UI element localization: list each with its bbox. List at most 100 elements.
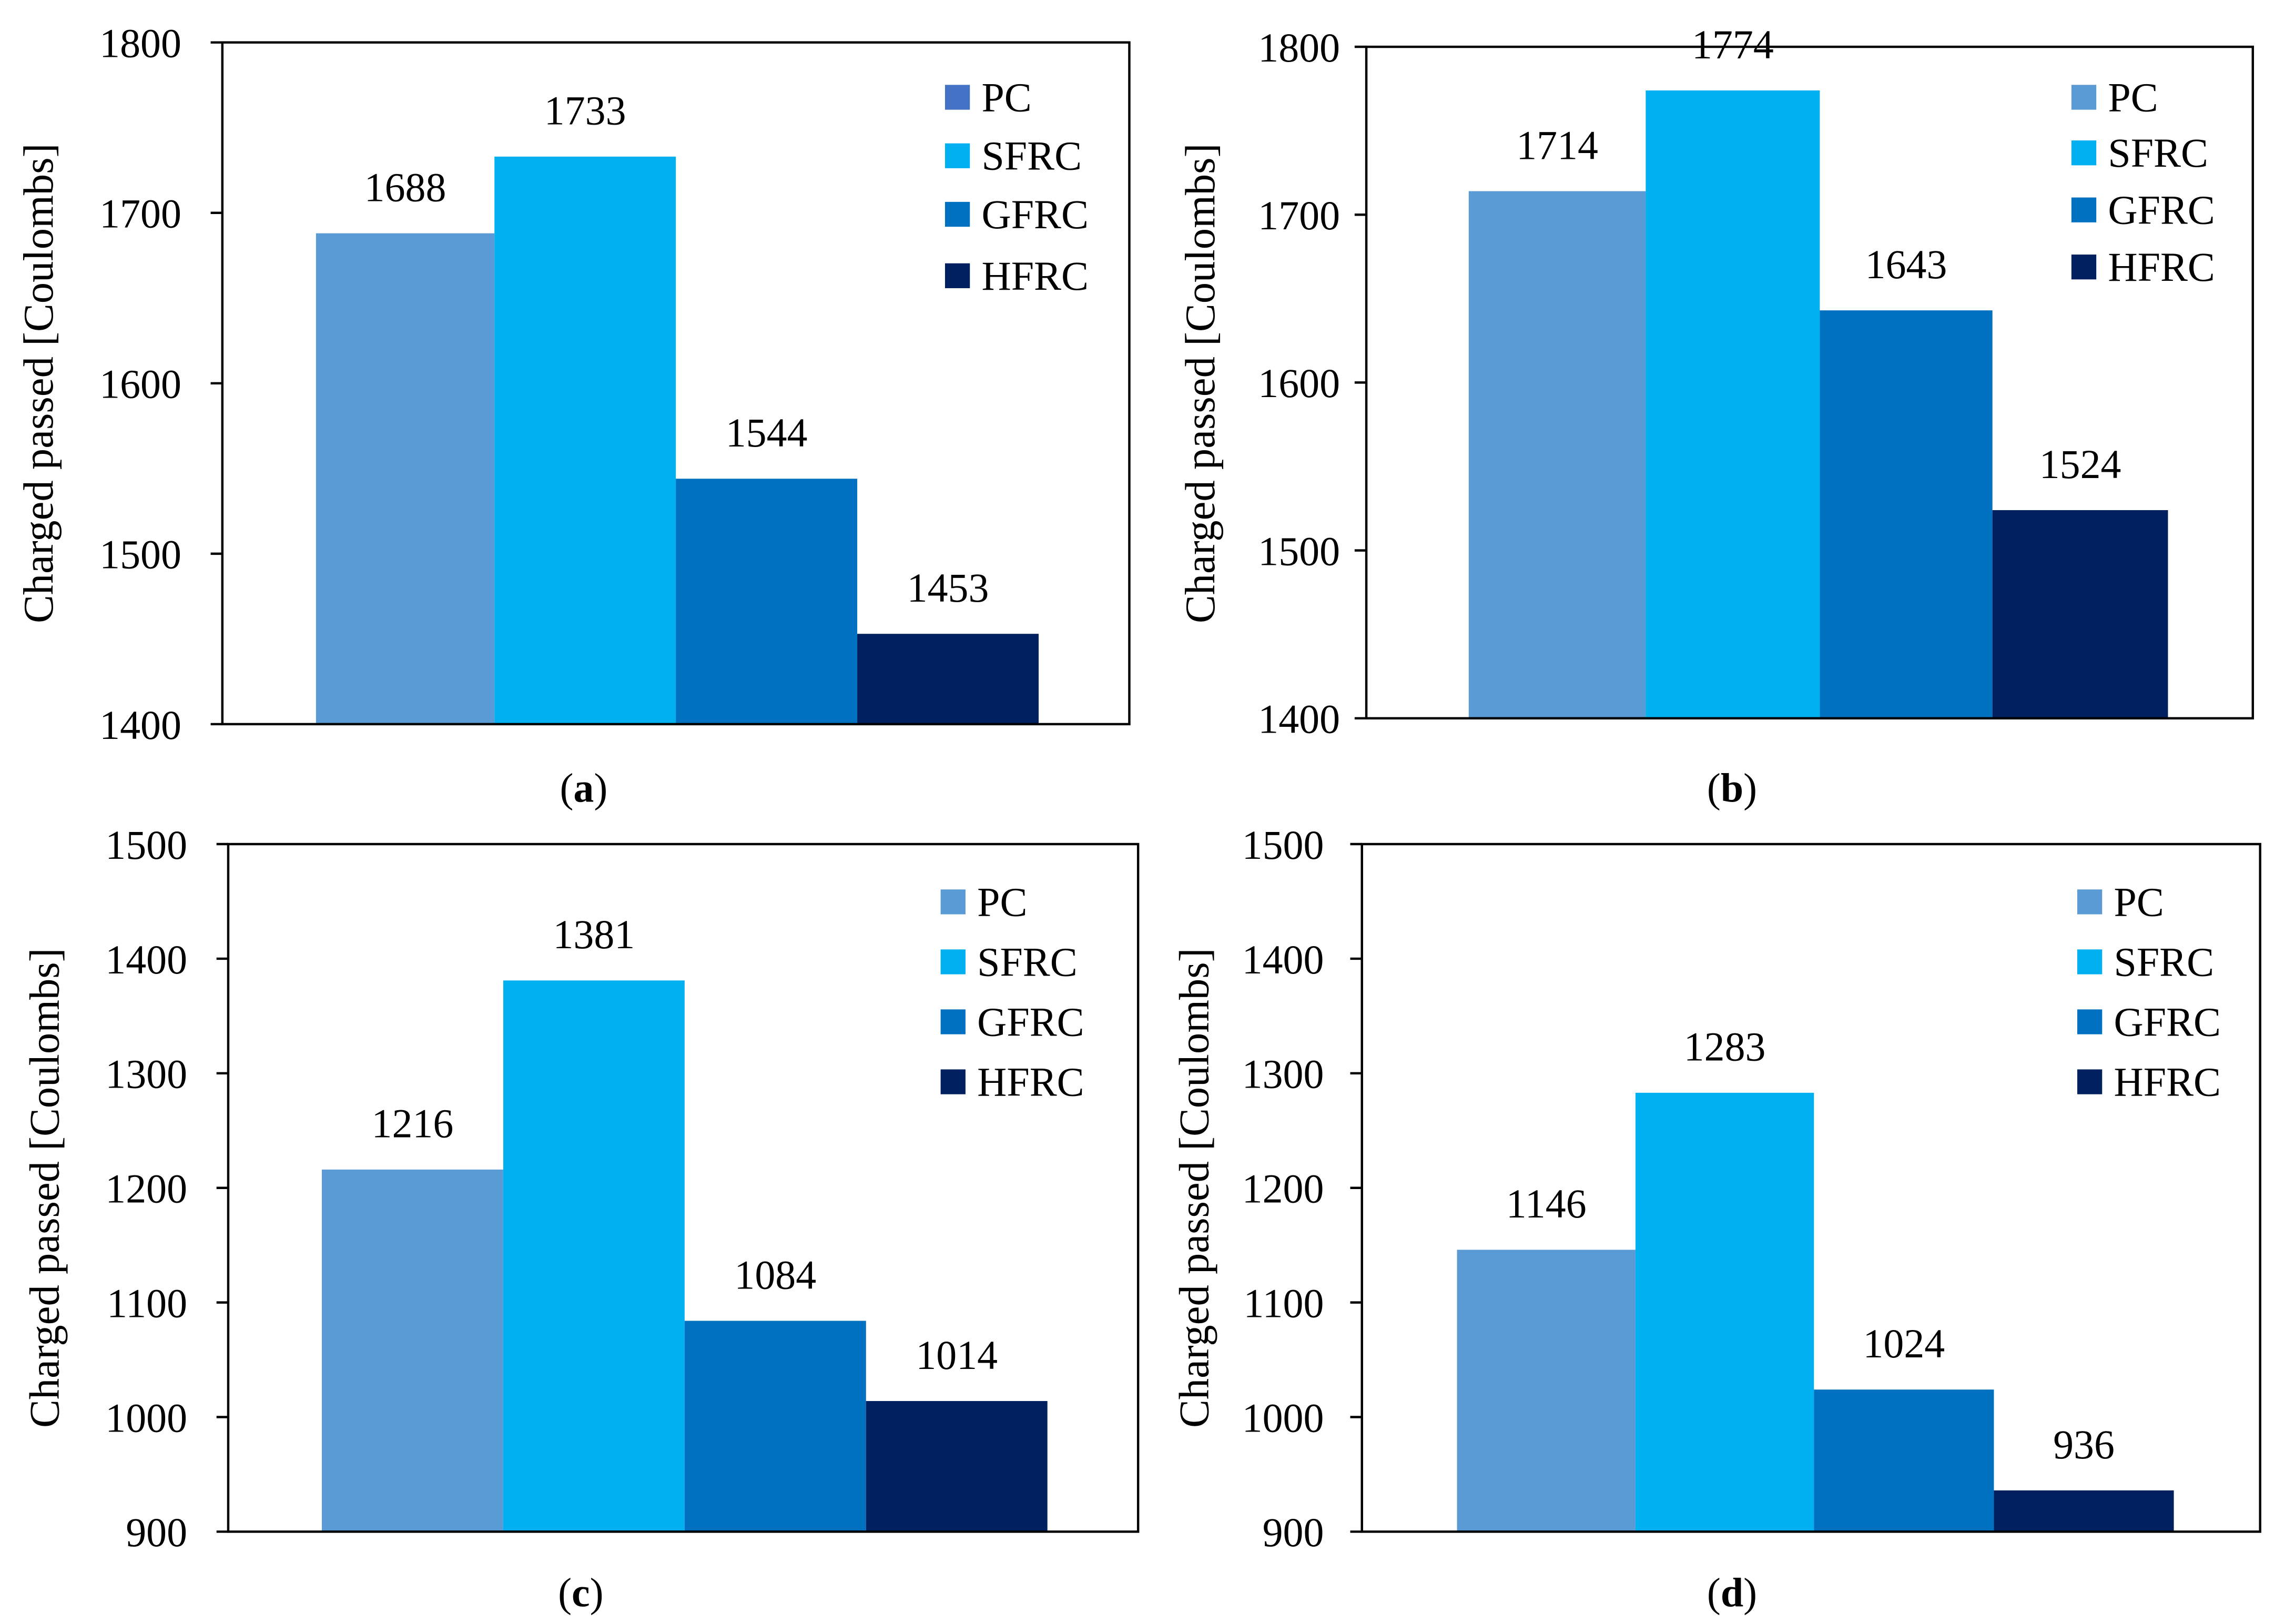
bar-hfrc-c: [866, 1401, 1048, 1532]
legend-swatch-pc-c: [940, 889, 966, 915]
y-tick-label-d: 1100: [1244, 1281, 1324, 1326]
legend-label-gfrc-d: GFRC: [2114, 999, 2221, 1044]
legend-swatch-hfrc-c: [940, 1069, 966, 1094]
data-label-sfrc-c: 1381: [553, 912, 635, 957]
panel-caption-b: (b): [1707, 765, 1757, 810]
data-label-hfrc-b: 1524: [2039, 442, 2121, 487]
y-tick-label-d: 1200: [1242, 1166, 1324, 1212]
y-tick-label-b: 1700: [1258, 193, 1340, 238]
legend-swatch-hfrc-d: [2077, 1069, 2103, 1094]
legend-swatch-gfrc-c: [940, 1009, 966, 1034]
legend-swatch-pc-d: [2077, 889, 2103, 915]
data-label-pc-d: 1146: [1506, 1181, 1587, 1226]
panel-caption-d: (d): [1707, 1570, 1757, 1615]
bar-pc-c: [321, 1169, 503, 1532]
legend-label-sfrc-d: SFRC: [2114, 939, 2215, 984]
bar-sfrc-d: [1635, 1092, 1814, 1532]
y-tick-label-b: 1500: [1258, 529, 1340, 574]
legend-label-hfrc-d: HFRC: [2114, 1059, 2221, 1104]
y-tick-label-b: 1600: [1258, 361, 1340, 406]
y-tick-label-a: 1500: [99, 532, 181, 577]
data-label-pc-b: 1714: [1516, 123, 1598, 168]
legend-label-pc-d: PC: [2114, 879, 2164, 925]
legend-swatch-hfrc-a: [945, 263, 970, 288]
data-label-hfrc-d: 936: [2053, 1422, 2115, 1467]
legend-swatch-sfrc-a: [945, 143, 970, 168]
legend-swatch-gfrc-a: [945, 201, 970, 227]
bar-gfrc-d: [1814, 1389, 1994, 1532]
y-tick-label-a: 1800: [99, 21, 181, 66]
data-label-hfrc-c: 1014: [916, 1333, 998, 1378]
legend-label-gfrc-c: GFRC: [977, 999, 1084, 1044]
bar-hfrc-b: [1992, 510, 2168, 718]
y-tick-label-d: 900: [1263, 1510, 1324, 1555]
panel-caption-c: (c): [558, 1570, 603, 1615]
legend-label-pc-b: PC: [2108, 75, 2158, 120]
y-tick-label-d: 1000: [1242, 1395, 1324, 1440]
y-tick-label-c: 900: [126, 1510, 187, 1555]
legend-swatch-gfrc-d: [2077, 1009, 2103, 1034]
legend-label-hfrc-a: HFRC: [982, 253, 1089, 299]
data-label-sfrc-b: 1774: [1692, 22, 1774, 67]
chart-panel-d: 1146 1283 1024 936 900 1000 1100 1200 1300 1400 15…: [1171, 823, 2261, 1615]
y-tick-label-c: 1000: [105, 1395, 187, 1440]
y-tick-label-a: 1600: [99, 362, 181, 407]
bar-pc-b: [1468, 191, 1646, 718]
legend-swatch-sfrc-d: [2077, 949, 2103, 975]
y-tick-label-a: 1400: [99, 703, 181, 748]
legend-label-pc-a: PC: [982, 75, 1032, 120]
legend-label-gfrc-b: GFRC: [2108, 188, 2215, 233]
y-axis-label-a: Charged passed [Coulombs]: [15, 144, 62, 624]
bar-sfrc-a: [494, 156, 676, 724]
y-tick-label-a: 1700: [99, 191, 181, 237]
data-label-gfrc-b: 1643: [1865, 242, 1947, 287]
y-axis-label-c: Charged passed [Coulombs]: [21, 948, 68, 1428]
data-label-gfrc-a: 1544: [726, 410, 808, 455]
legend-label-hfrc-b: HFRC: [2108, 245, 2215, 290]
data-label-pc-c: 1216: [372, 1101, 454, 1146]
bar-pc-d: [1457, 1250, 1636, 1532]
legend-swatch-sfrc-b: [2071, 140, 2097, 166]
y-tick-label-c: 1400: [105, 937, 187, 982]
bar-pc-a: [316, 233, 495, 724]
y-tick-label-d: 1500: [1242, 823, 1324, 868]
panel-caption-a: (a): [560, 765, 607, 810]
chart-panel-b: 1714 1774 1643 1524 1400 1500 1600 1700 1800 Char…: [1177, 22, 2254, 810]
legend-label-hfrc-c: HFRC: [977, 1059, 1084, 1104]
data-label-sfrc-a: 1733: [544, 88, 626, 134]
data-label-sfrc-d: 1283: [1684, 1024, 1766, 1070]
legend-label-gfrc-a: GFRC: [982, 192, 1089, 237]
y-tick-label-c: 1500: [105, 823, 187, 868]
data-label-gfrc-d: 1024: [1863, 1321, 1945, 1366]
chart-panel-c: 1216 1381 1084 1014 900 1000 1100 1200 1300 1400 1…: [21, 823, 1140, 1615]
legend-swatch-pc-a: [945, 85, 970, 110]
legend-swatch-sfrc-c: [940, 949, 966, 975]
legend-swatch-hfrc-b: [2071, 255, 2097, 280]
legend-label-sfrc-a: SFRC: [982, 134, 1082, 179]
y-axis-label-b: Charged passed [Coulombs]: [1177, 144, 1224, 624]
y-tick-label-d: 1400: [1242, 937, 1324, 982]
y-tick-label-c: 1100: [107, 1281, 187, 1326]
y-tick-label-c: 1200: [105, 1166, 187, 1212]
bar-hfrc-a: [857, 634, 1039, 724]
y-tick-label-d: 1300: [1242, 1052, 1324, 1097]
data-label-hfrc-a: 1453: [907, 565, 989, 611]
legend-label-sfrc-c: SFRC: [977, 939, 1078, 984]
y-tick-label-b: 1800: [1258, 25, 1340, 70]
y-tick-label-b: 1400: [1258, 697, 1340, 742]
bar-hfrc-d: [1994, 1490, 2174, 1532]
bar-gfrc-a: [676, 479, 858, 724]
legend-label-pc-c: PC: [977, 879, 1027, 925]
data-label-gfrc-c: 1084: [734, 1252, 816, 1297]
bar-sfrc-b: [1646, 90, 1820, 718]
y-tick-label-c: 1300: [105, 1052, 187, 1097]
bar-gfrc-c: [684, 1321, 866, 1532]
legend-label-sfrc-b: SFRC: [2108, 130, 2208, 176]
bar-sfrc-c: [503, 980, 685, 1532]
chart-panel-a: 1688 1733 1544 1453 1400 1500 1600 1700 1800 Char…: [15, 21, 1131, 810]
bar-gfrc-b: [1820, 310, 1993, 718]
y-axis-label-d: Charged passed [Coulombs]: [1171, 948, 1218, 1428]
legend-swatch-gfrc-b: [2071, 197, 2097, 222]
data-label-pc-a: 1688: [364, 165, 446, 210]
